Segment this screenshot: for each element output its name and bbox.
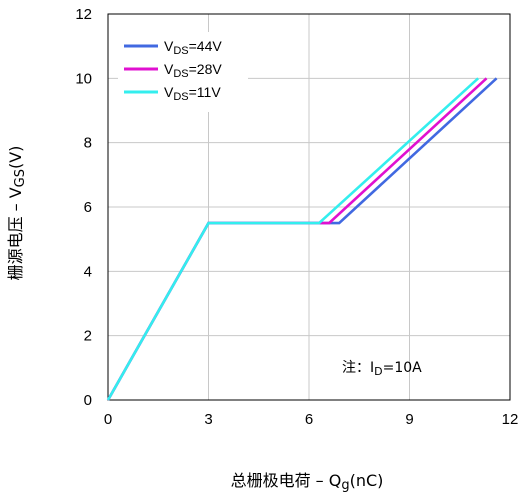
series-line [106, 77, 480, 401]
x-axis-title: 总栅极电荷 – Qg(nC) [231, 471, 384, 493]
y-tick-label: 0 [84, 392, 92, 409]
legend-label: VDS=11V [164, 84, 221, 103]
y-tick-label: 10 [75, 70, 92, 87]
condition-note: 注：ID=10A [342, 360, 422, 378]
legend-label: VDS=44V [164, 38, 222, 57]
plot-frame [107, 13, 511, 401]
legend: VDS=44V VDS=28V VDS=11V [118, 32, 248, 112]
series-lines [106, 77, 498, 401]
x-tick-label: 9 [405, 411, 413, 428]
series-line [106, 77, 498, 401]
y-tick-label: 4 [84, 263, 92, 280]
series-line [106, 77, 488, 401]
y-tick-label: 2 [84, 328, 92, 345]
x-tick-label: 0 [104, 411, 112, 428]
y-tick-label: 6 [84, 199, 92, 216]
tick-labels: 0 3 6 9 12 0 2 4 6 8 10 12 [75, 6, 518, 428]
x-tick-label: 12 [502, 411, 519, 428]
y-tick-label: 8 [84, 135, 92, 152]
x-tick-label: 6 [305, 411, 313, 428]
legend-label: VDS=28V [164, 61, 222, 80]
y-tick-label: 12 [75, 6, 92, 23]
x-tick-label: 3 [204, 411, 212, 428]
y-axis-title: 栅源电压 – VGS(V) [6, 146, 28, 281]
